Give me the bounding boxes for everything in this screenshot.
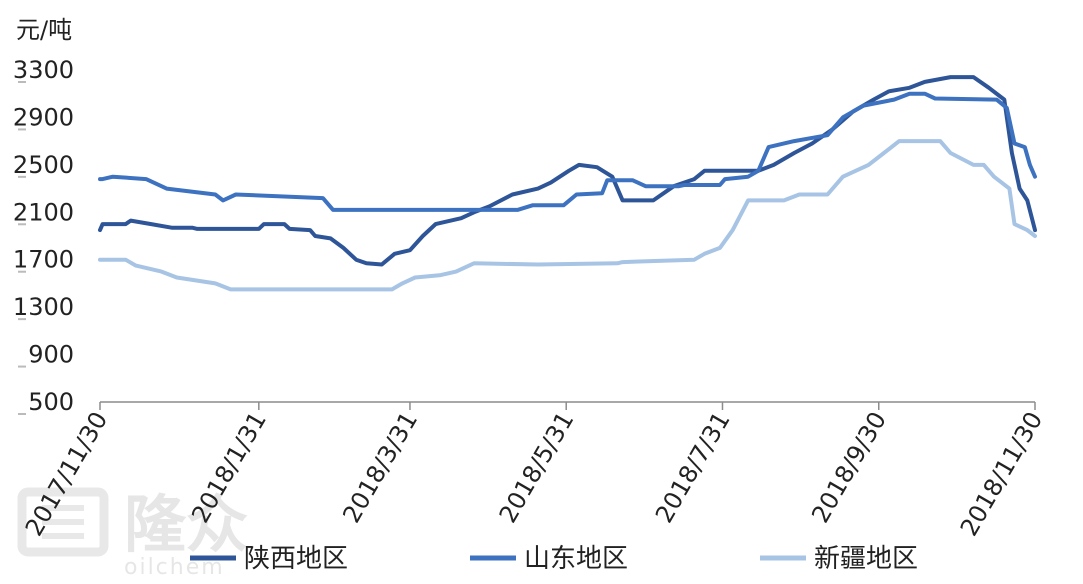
series-line-2 [98,91,1037,212]
x-tick-label: 2018/9/30 [806,407,892,528]
watermark-logo: 隆众 oilchem [17,487,248,580]
y-tick-label: 3300 [13,56,74,84]
legend-label-3: 新疆地区 [814,544,918,574]
x-tick-label: 2018/11/30 [955,407,1048,541]
x-tick-label: 2018/5/31 [494,407,580,528]
y-tick-label: 2100 [13,198,74,226]
series-line-3 [98,139,1037,292]
x-tick-label: 2018/7/31 [650,407,736,528]
series-layer [98,75,1037,292]
y-axis-label: 元/吨 [16,16,72,44]
watermark-brand-text: 隆众 [124,488,248,561]
legend: 陕西地区 山东地区 新疆地区 [190,544,918,574]
legend-label-1: 陕西地区 [244,544,348,574]
y-tick-label: 500 [28,388,74,416]
axes: 3300290025002100170013009005002017/11/30… [13,56,1048,541]
y-tick-label: 2500 [13,151,74,179]
y-tick-label: 900 [28,341,74,369]
legend-label-2: 山东地区 [524,544,628,574]
y-tick-label: 1700 [13,246,74,274]
x-tick-label: 2018/3/31 [337,407,423,528]
y-tick-label: 1300 [13,293,74,321]
y-tick-label: 2900 [13,103,74,131]
series-line-1 [98,75,1037,267]
